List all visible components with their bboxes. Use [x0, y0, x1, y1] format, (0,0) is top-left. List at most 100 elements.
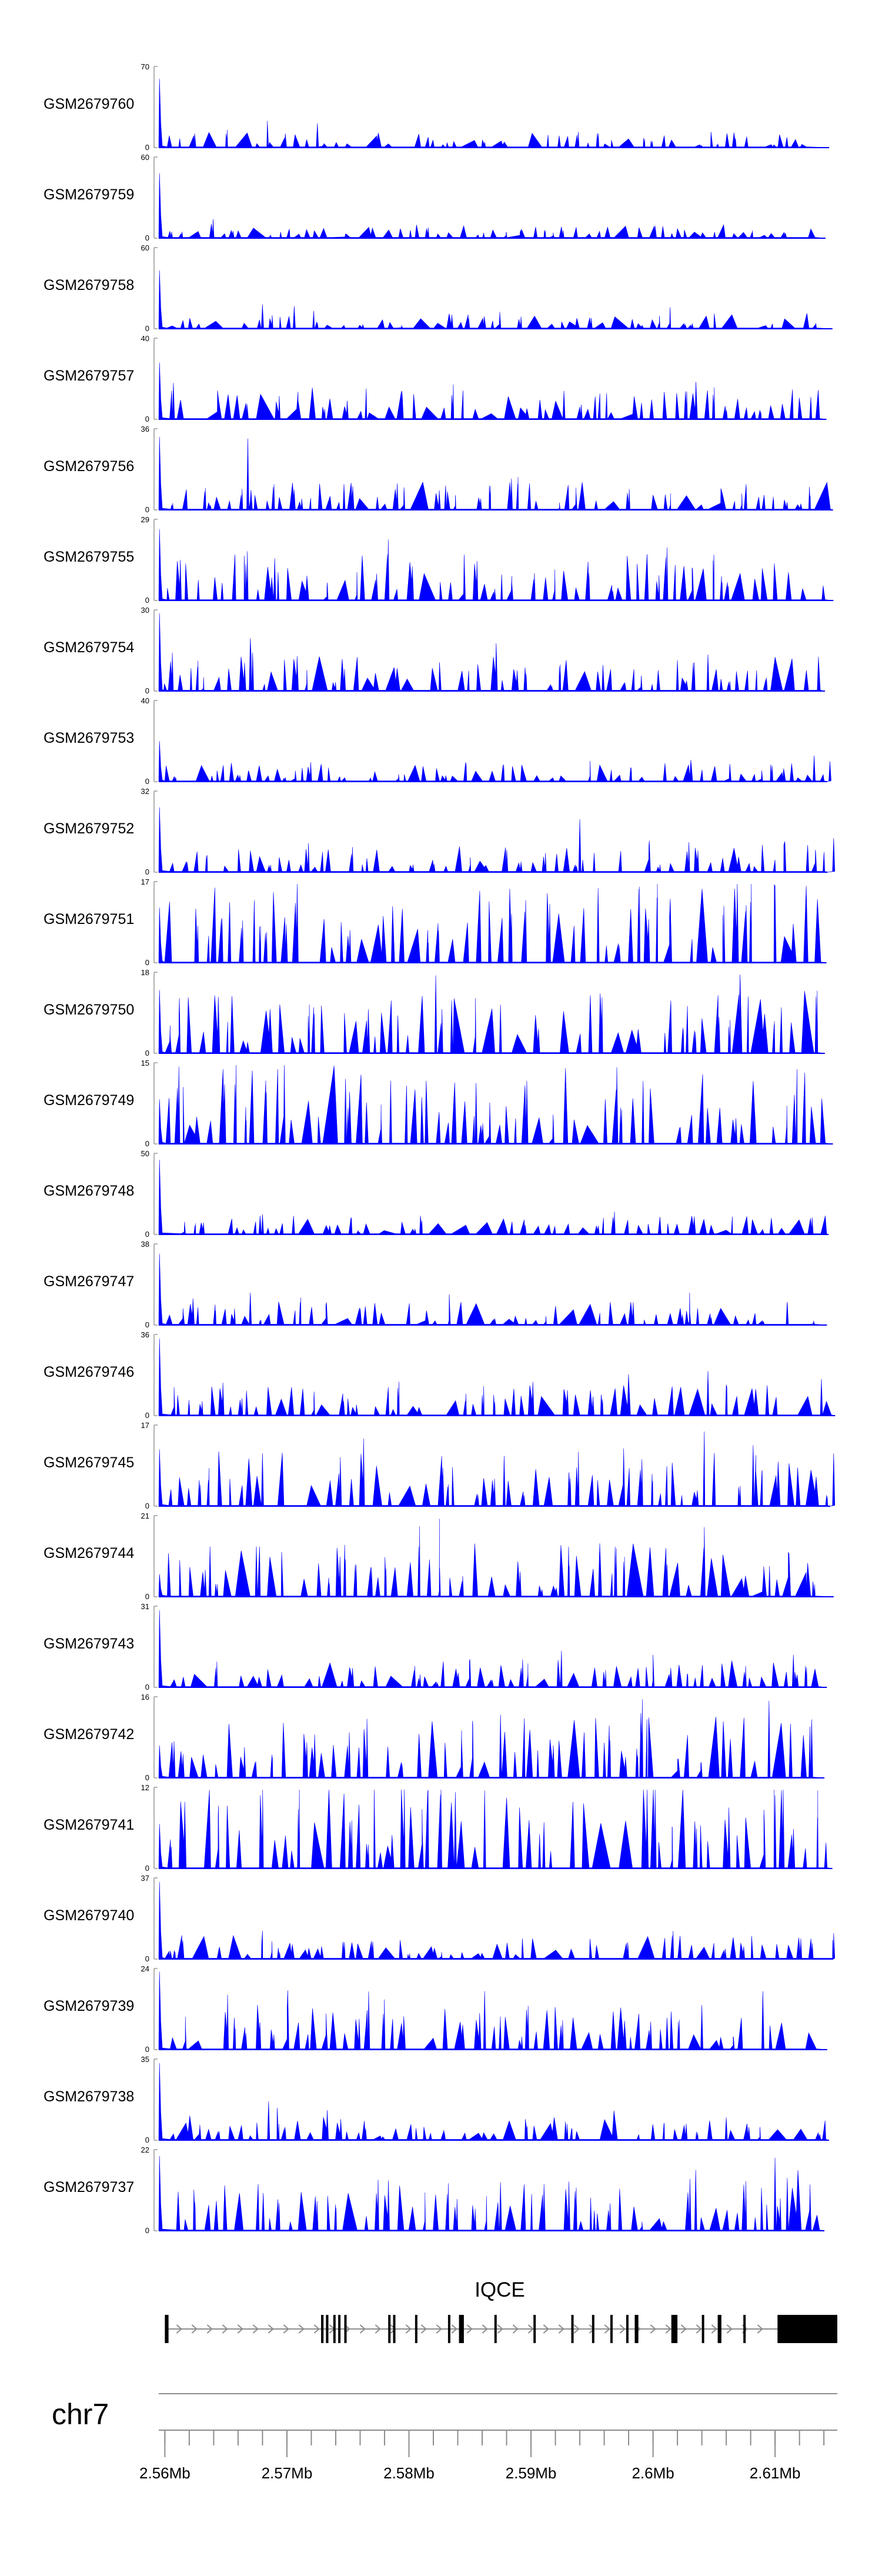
y-max-label: 24 — [141, 1964, 149, 1973]
coverage-area — [158, 1971, 827, 2050]
strand-arrow — [726, 2324, 733, 2334]
coverage-area — [158, 1881, 836, 1960]
y-max-label: 36 — [141, 425, 149, 433]
strand-arrow — [359, 2324, 366, 2334]
track-label: GSM2679744 — [44, 1545, 134, 1561]
y-min-label: 0 — [145, 1049, 149, 1057]
exon — [634, 2315, 639, 2343]
exon — [610, 2315, 613, 2343]
y-min-label: 0 — [145, 1864, 149, 1873]
exon — [743, 2315, 746, 2343]
strand-arrow — [665, 2324, 671, 2334]
y-max-label: 31 — [141, 1602, 149, 1611]
track-label: GSM2679754 — [44, 639, 134, 656]
tick-label: 2.57Mb — [262, 2464, 313, 2482]
exon — [344, 2315, 347, 2343]
exon — [393, 2315, 396, 2343]
strand-arrow — [680, 2324, 687, 2334]
track-label: GSM2679746 — [44, 1364, 134, 1380]
exon — [447, 2315, 450, 2343]
track-GSM2679739: GSM2679739 24 0 — [44, 1964, 827, 2054]
genome-axis-track: chr7 2.56Mb 2.57Mb 2.58Mb 2.59Mb 2.6Mb 2.61Mb — [52, 2393, 837, 2482]
strand-arrow — [711, 2324, 717, 2334]
strand-arrow — [222, 2324, 228, 2334]
track-label: GSM2679759 — [44, 186, 134, 203]
y-min-label: 0 — [145, 1139, 149, 1148]
strand-arrow — [375, 2324, 381, 2334]
y-min-label: 0 — [145, 1773, 149, 1782]
track-label: GSM2679747 — [44, 1273, 134, 1290]
strand-arrow — [237, 2324, 243, 2334]
coverage-area — [158, 78, 830, 148]
coverage-area — [158, 740, 831, 782]
strand-arrow — [543, 2324, 549, 2334]
coverage-area — [158, 2155, 825, 2231]
track-GSM2679742: GSM2679742 16 0 — [44, 1693, 825, 1782]
track-label: GSM2679741 — [44, 1817, 134, 1833]
y-min-label: 0 — [145, 415, 149, 423]
y-min-label: 0 — [145, 505, 149, 514]
y-min-label: 0 — [145, 2226, 149, 2235]
y-min-label: 0 — [145, 1411, 149, 1420]
coverage-area — [158, 1431, 836, 1507]
tick-label: 2.58Mb — [383, 2464, 435, 2482]
coverage-area — [158, 1065, 833, 1144]
y-max-label: 16 — [141, 1693, 149, 1701]
y-min-label: 0 — [145, 867, 149, 876]
y-max-label: 60 — [141, 243, 149, 252]
coverage-area — [158, 362, 827, 420]
track-GSM2679737: GSM2679737 22 0 — [44, 2145, 825, 2235]
exon — [671, 2315, 678, 2343]
y-min-label: 0 — [145, 233, 149, 242]
track-GSM2679754: GSM2679754 30 0 — [44, 606, 826, 695]
exon — [717, 2315, 721, 2343]
coverage-area — [158, 1338, 836, 1416]
strand-arrow — [451, 2324, 457, 2334]
y-min-label: 0 — [145, 2135, 149, 2144]
strand-arrow — [206, 2324, 213, 2334]
gene-model-track: IQCE — [165, 2278, 837, 2343]
y-min-label: 0 — [145, 958, 149, 967]
coverage-area — [158, 1699, 825, 1778]
track-label: GSM2679750 — [44, 1002, 134, 1018]
coverage-area — [158, 975, 825, 1054]
exon — [321, 2315, 324, 2343]
strand-arrow — [604, 2324, 610, 2334]
axis-ticks: 2.56Mb 2.57Mb 2.58Mb 2.59Mb 2.6Mb 2.61Mb — [139, 2430, 825, 2482]
strand-arrow — [757, 2324, 763, 2334]
y-max-label: 18 — [141, 968, 149, 977]
track-label: GSM2679739 — [44, 1998, 134, 2014]
track-GSM2679757: GSM2679757 40 0 — [44, 334, 827, 423]
gene-label: IQCE — [475, 2278, 525, 2301]
track-label: GSM2679737 — [44, 2179, 134, 2195]
y-max-label: 29 — [141, 515, 149, 524]
coverage-area — [158, 1253, 827, 1326]
y-min-label: 0 — [145, 777, 149, 786]
coverage-area — [158, 613, 826, 692]
strand-arrow — [405, 2324, 412, 2334]
strand-arrow — [268, 2324, 274, 2334]
track-GSM2679750: GSM2679750 18 0 — [44, 968, 825, 1057]
strand-arrow — [482, 2324, 488, 2334]
y-max-label: 12 — [141, 1783, 149, 1792]
track-GSM2679756: GSM2679756 36 0 — [44, 425, 833, 514]
coverage-area — [158, 529, 834, 601]
strand-arrow — [558, 2324, 564, 2334]
track-GSM2679760: GSM2679760 70 0 — [44, 62, 830, 152]
coverage-area — [158, 270, 833, 329]
strand-arrow — [176, 2324, 182, 2334]
track-label: GSM2679752 — [44, 820, 134, 837]
track-GSM2679747: GSM2679747 38 0 — [44, 1240, 827, 1329]
y-max-label: 35 — [141, 2055, 149, 2064]
exon — [571, 2315, 574, 2343]
track-label: GSM2679742 — [44, 1726, 134, 1743]
strand-arrow — [298, 2324, 305, 2334]
y-max-label: 22 — [141, 2145, 149, 2154]
y-min-label: 0 — [145, 143, 149, 152]
track-GSM2679752: GSM2679752 32 0 — [44, 787, 836, 876]
strand-arrow — [191, 2324, 198, 2334]
track-label: GSM2679738 — [44, 2088, 134, 2105]
exon — [592, 2315, 594, 2343]
coverage-area — [158, 173, 826, 239]
exon — [415, 2315, 417, 2343]
